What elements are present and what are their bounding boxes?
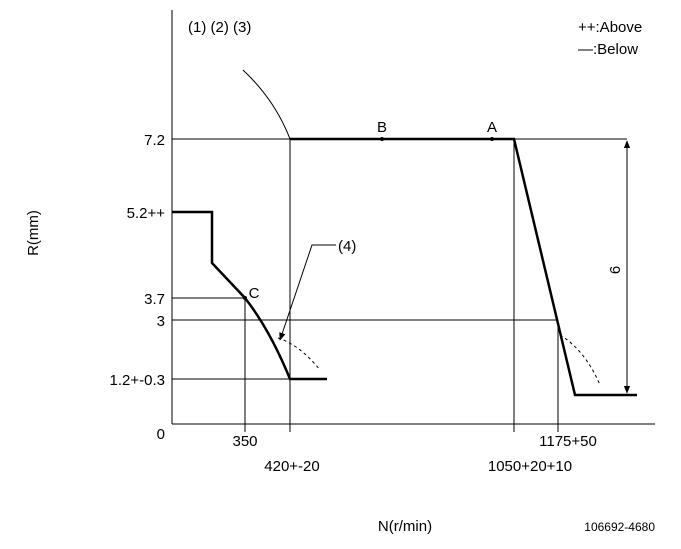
- characteristic: [172, 69, 637, 397]
- dimension-label: 6: [607, 266, 624, 274]
- y-tick-label: 3.7: [144, 291, 165, 308]
- callout-leader: [279, 244, 336, 341]
- y-tick-label: 3: [157, 313, 165, 330]
- x-label: N(r/min): [378, 518, 432, 535]
- legend-entry: —:Below: [578, 41, 638, 58]
- axes: [171, 10, 655, 432]
- code: 106692-4680: [584, 520, 655, 534]
- point-label: C: [249, 285, 260, 302]
- point-label: B: [377, 119, 387, 136]
- x-tick-label: 1175+50: [539, 433, 597, 450]
- x-tick-label: 420+-20: [264, 458, 319, 475]
- y-tick-label: 7.2: [144, 132, 165, 149]
- y-tick-label: 1.2+-0.3: [110, 372, 165, 389]
- origin: 0: [157, 426, 165, 443]
- callout-label: (4): [338, 238, 356, 255]
- point-label: A: [487, 119, 497, 136]
- legend-entry: ++:Above: [578, 19, 642, 36]
- notes: (1) (2) (3): [188, 19, 251, 36]
- y-tick-label: 5.2++: [127, 205, 166, 222]
- x-tick-label: 1050+20+10: [488, 458, 572, 475]
- y-label: R(mm): [25, 210, 42, 256]
- x-tick-label: 350: [232, 433, 257, 450]
